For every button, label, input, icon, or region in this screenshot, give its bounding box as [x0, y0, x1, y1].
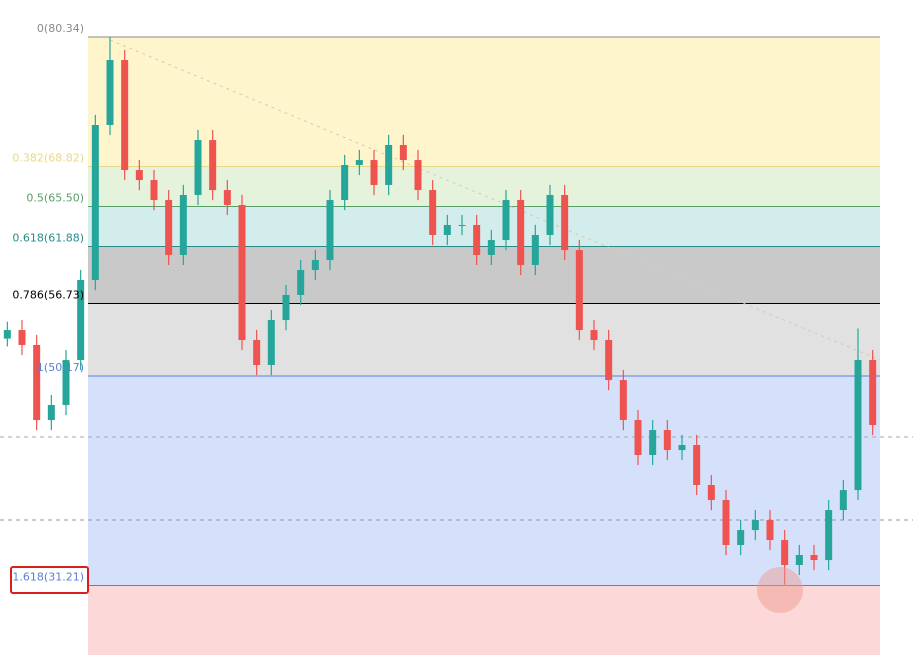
candle-body — [458, 224, 466, 226]
candle-body — [766, 520, 774, 541]
candle-body — [781, 540, 789, 565]
level-label: 0(80.34) — [37, 22, 84, 35]
candle-body — [414, 160, 422, 191]
candle-body — [487, 240, 495, 255]
candle-body — [678, 444, 686, 451]
candle-body — [282, 294, 290, 321]
candle-body — [62, 360, 70, 405]
level-band — [88, 246, 880, 304]
candle-body — [223, 190, 231, 205]
candle-body — [810, 554, 818, 561]
level-band — [88, 206, 880, 247]
highlight-circle — [757, 567, 803, 613]
level-label: 1(50.17) — [37, 361, 84, 374]
candle-body — [546, 194, 554, 235]
candle-body — [722, 500, 730, 545]
candle-body — [473, 224, 481, 255]
level-label: 1.618(31.21) — [12, 571, 84, 584]
candle-body — [399, 144, 407, 161]
candle-body — [429, 190, 437, 235]
candle-body — [355, 160, 363, 165]
candle-body — [18, 330, 26, 345]
level-label: 0.382(68.82) — [12, 151, 84, 164]
candle-body — [121, 60, 129, 171]
candle-body — [517, 200, 525, 265]
candle-body — [238, 204, 246, 341]
candle-body — [326, 200, 334, 261]
candle-body — [854, 360, 862, 491]
candle-body — [839, 490, 847, 511]
candle-body — [649, 430, 657, 455]
candle-body — [502, 200, 510, 241]
candle-body — [253, 340, 261, 365]
candle-body — [443, 224, 451, 235]
candle-body — [590, 330, 598, 341]
trend-line — [109, 39, 881, 361]
candle-body — [106, 60, 114, 125]
candle-body — [33, 344, 41, 421]
candle-body — [634, 420, 642, 455]
level-band — [88, 166, 880, 207]
candle-body — [751, 520, 759, 531]
candle-body — [91, 124, 99, 281]
level-band — [88, 37, 880, 167]
level-band — [88, 376, 880, 586]
candle-body — [179, 194, 187, 255]
candle-body — [385, 144, 393, 185]
level-label: 0.5(65.50) — [26, 192, 84, 205]
candle-body — [737, 530, 745, 545]
candle-body — [663, 430, 671, 451]
candle-body — [869, 360, 877, 425]
candle-body — [531, 234, 539, 265]
candle-body — [194, 140, 202, 195]
candle-body — [619, 380, 627, 421]
candle-body — [47, 404, 55, 421]
candle-body — [825, 510, 833, 561]
level-label: 0.618(61.88) — [12, 232, 84, 245]
candle-body — [707, 484, 715, 501]
candle-body — [267, 320, 275, 365]
candle-body — [370, 160, 378, 185]
candle-body — [150, 180, 158, 201]
candle-body — [135, 170, 143, 181]
candle-body — [341, 164, 349, 201]
candle-body — [693, 444, 701, 485]
candle-body — [605, 340, 613, 381]
candle-body — [3, 330, 11, 339]
candle-body — [297, 270, 305, 295]
level-band — [88, 303, 880, 376]
label-box — [10, 566, 89, 594]
candle-body — [165, 200, 173, 255]
level-label: 0.786(56.73) — [12, 288, 84, 301]
candle-body — [77, 280, 85, 361]
candle-body — [795, 554, 803, 565]
candle-body — [311, 260, 319, 271]
candle-body — [575, 250, 583, 331]
candle-body — [209, 140, 217, 191]
candle-body — [561, 194, 569, 251]
level-band — [88, 585, 880, 655]
